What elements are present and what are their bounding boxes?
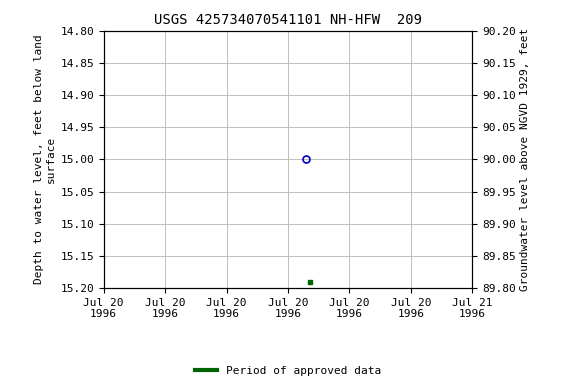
Title: USGS 425734070541101 NH-HFW  209: USGS 425734070541101 NH-HFW 209 [154, 13, 422, 27]
Y-axis label: Depth to water level, feet below land
surface: Depth to water level, feet below land su… [35, 35, 56, 284]
Legend: Period of approved data: Period of approved data [191, 361, 385, 380]
Y-axis label: Groundwater level above NGVD 1929, feet: Groundwater level above NGVD 1929, feet [520, 28, 530, 291]
